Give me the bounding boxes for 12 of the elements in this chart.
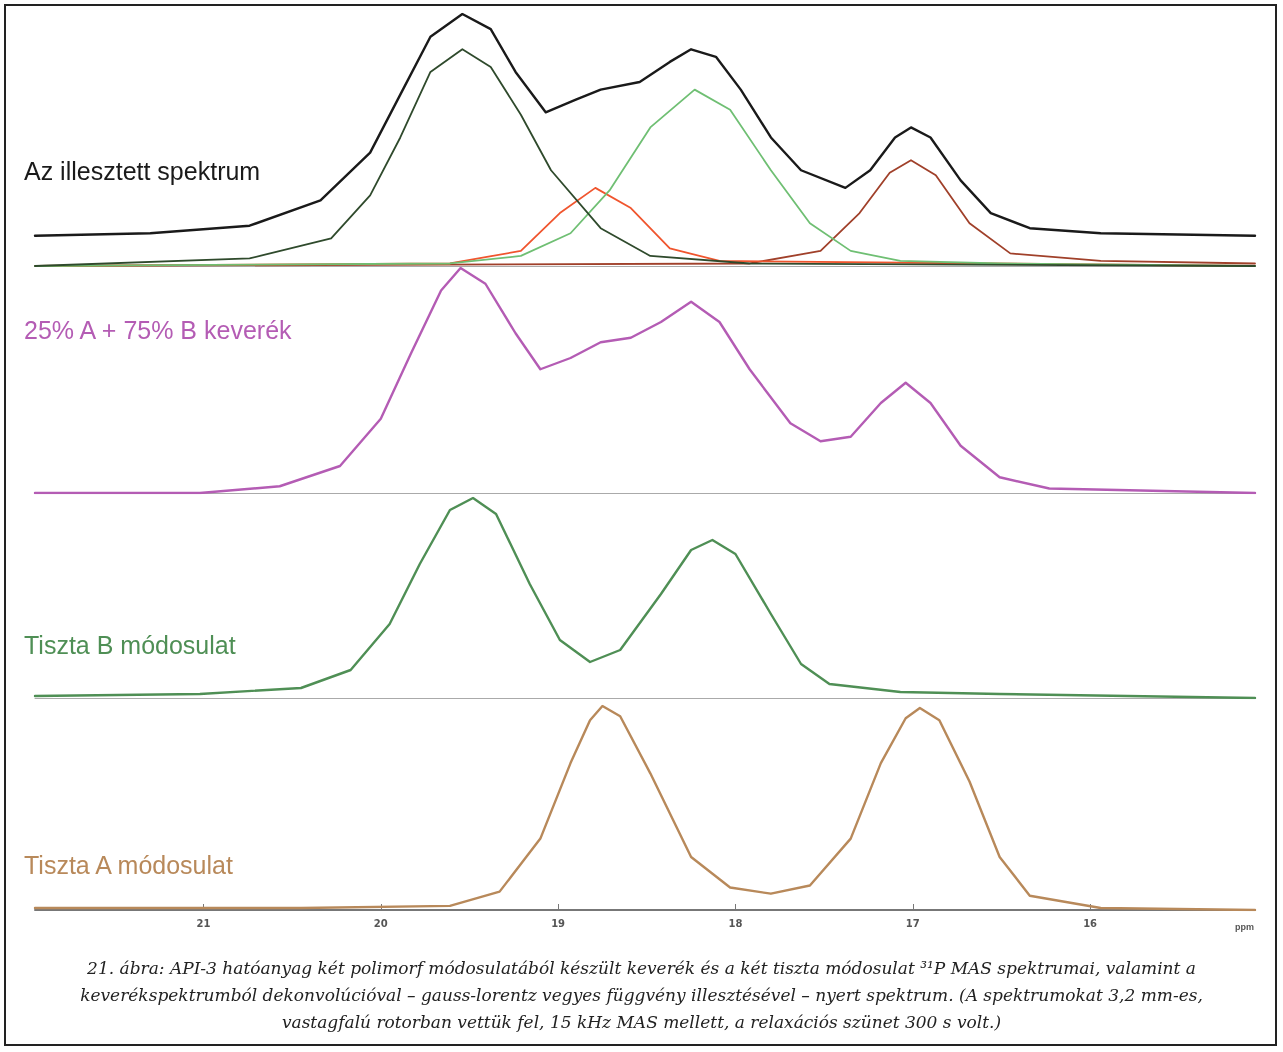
series-label: Az illesztett spektrum xyxy=(24,156,261,185)
series-label: Tiszta A módosulat xyxy=(24,850,233,879)
x-tick-label: 18 xyxy=(728,917,743,929)
x-axis-title: ppm xyxy=(1235,921,1254,932)
x-tick-label: 20 xyxy=(373,917,388,929)
x-tick-label: 19 xyxy=(551,917,566,929)
series-label: Tiszta B módosulat xyxy=(24,630,236,659)
x-tick-label: 21 xyxy=(196,917,211,929)
text: 25% A + 75% B keverék xyxy=(24,315,293,344)
x-tick-label: 17 xyxy=(905,917,920,929)
x-tick-label: 16 xyxy=(1083,917,1098,929)
text: 21. ábra: API-3 hatóanyag két polimorf módosulatából készült keverék és a két tiszta módosulat ³¹P MAS spektrumai, valamint a keverékspektrumból dekonvolúcióval – gauss-lorentz vegyes függvény illesztésével – nyert spektrum. (A spektrumokat 3,2 mm-es, vastagfalú rotorban vettük fel, 15 kHz MAS mellett, a relaxációs szünet 300 s volt.) xyxy=(79,957,1204,1034)
